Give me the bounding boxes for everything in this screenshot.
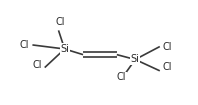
Text: Cl: Cl — [163, 42, 172, 52]
Text: Si: Si — [60, 44, 69, 54]
Text: Cl: Cl — [32, 60, 42, 70]
Text: Cl: Cl — [163, 62, 172, 72]
Text: Si: Si — [131, 54, 140, 64]
Text: Cl: Cl — [55, 17, 65, 27]
Text: Cl: Cl — [20, 40, 29, 50]
Text: Cl: Cl — [117, 72, 126, 82]
